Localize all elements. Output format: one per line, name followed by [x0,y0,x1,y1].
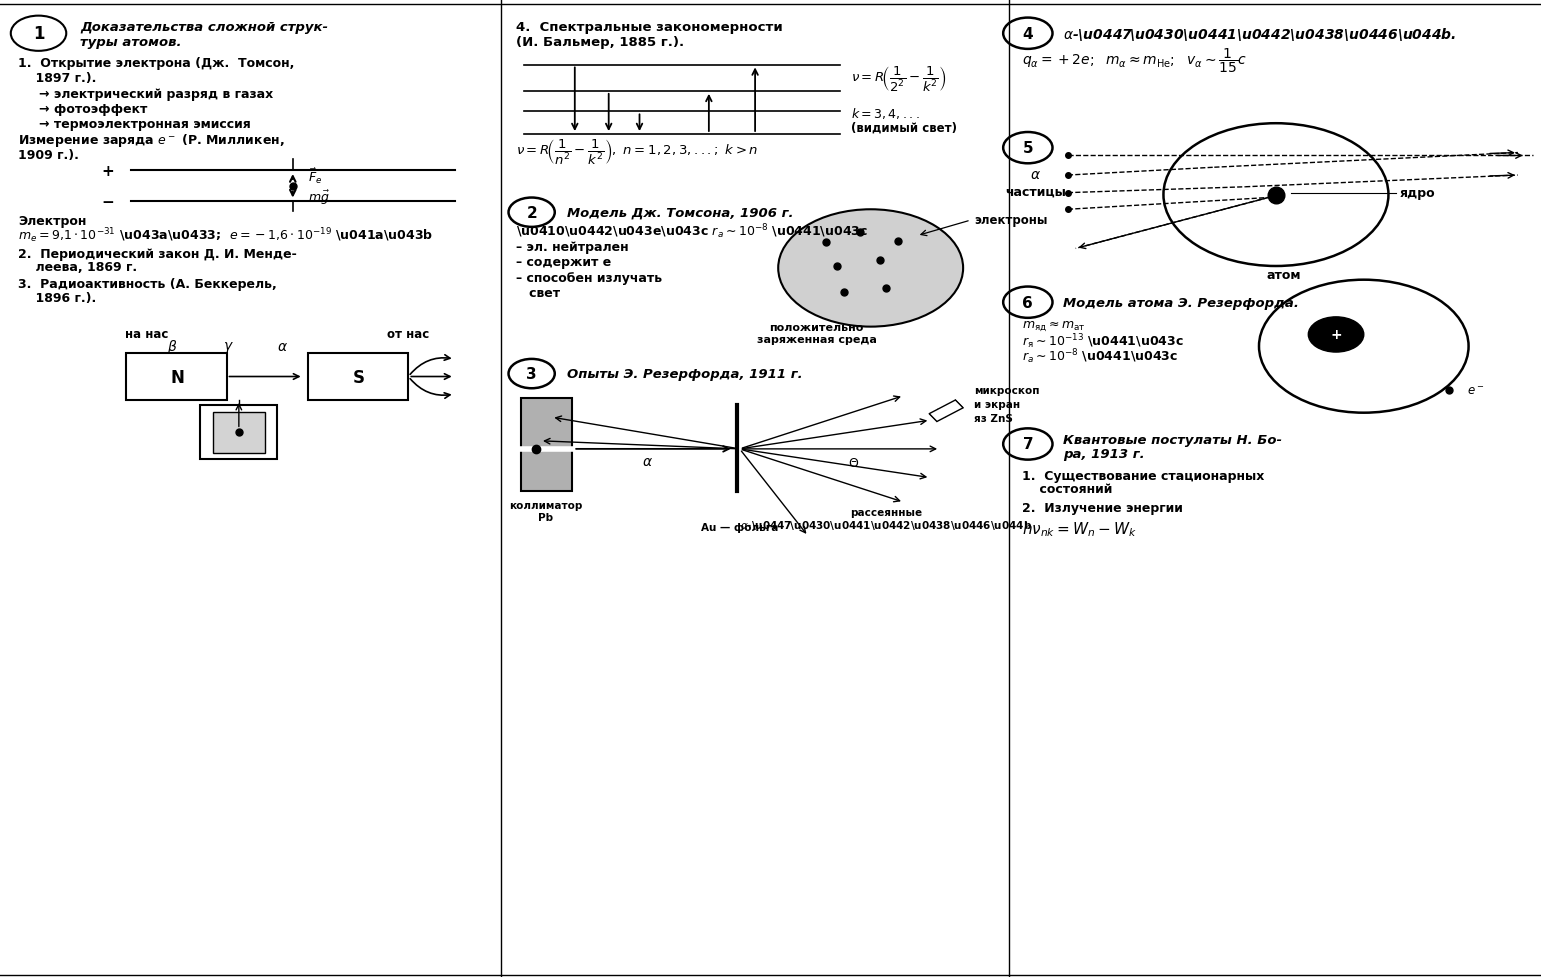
Text: – способен излучать: – способен излучать [516,272,663,285]
Text: 7: 7 [1023,437,1032,452]
FancyBboxPatch shape [521,399,572,491]
Text: 2.  Периодический закон Д. И. Менде-: 2. Периодический закон Д. И. Менде- [18,247,297,261]
Text: $\alpha$: $\alpha$ [641,454,653,468]
Text: $e^-$: $e^-$ [1467,384,1484,398]
Text: $\nu = R\!\left(\dfrac{1}{2^2} - \dfrac{1}{k^2}\right)$: $\nu = R\!\left(\dfrac{1}{2^2} - \dfrac{… [851,64,946,93]
Text: Квантовые постулаты Н. Бо-: Квантовые постулаты Н. Бо- [1063,433,1282,446]
Polygon shape [929,401,963,422]
Text: яз ZnS: яз ZnS [974,413,1012,423]
Text: Модель Дж. Томсона, 1906 г.: Модель Дж. Томсона, 1906 г. [567,206,794,220]
Text: $k = 3, 4, ...$: $k = 3, 4, ...$ [851,106,920,121]
Text: $m_{\text{яд}} \approx m_{\text{ат}}$: $m_{\text{яд}} \approx m_{\text{ат}}$ [1022,319,1085,332]
Text: 2.  Излучение энергии: 2. Излучение энергии [1022,501,1182,515]
FancyBboxPatch shape [200,405,277,459]
Text: 4.  Спектральные закономерности: 4. Спектральные закономерности [516,21,783,34]
Text: Электрон: Электрон [18,214,86,228]
Text: ядро: ядро [1399,187,1435,200]
Text: −: − [102,194,114,210]
Text: Измерение заряда $e^-$ (Р. Милликен,: Измерение заряда $e^-$ (Р. Милликен, [18,132,285,149]
Text: 6: 6 [1023,295,1032,311]
Text: 1.  Существование стационарных: 1. Существование стационарных [1022,469,1264,483]
Text: микроскоп: микроскоп [974,386,1040,396]
Text: Модель атома Э. Резерфорда.: Модель атома Э. Резерфорда. [1063,296,1299,310]
Text: от нас: от нас [387,327,430,341]
Text: 1.  Открытие электрона (Дж.  Томсон,: 1. Открытие электрона (Дж. Томсон, [18,57,294,70]
Text: (видимый свет): (видимый свет) [851,121,957,135]
Text: $\beta$: $\beta$ [168,338,177,356]
Circle shape [1308,318,1364,353]
Text: Опыты Э. Резерфорда, 1911 г.: Опыты Э. Резерфорда, 1911 г. [567,367,803,381]
Text: $r_\text{я} \sim 10^{-13}$ \u0441\u043c: $r_\text{я} \sim 10^{-13}$ \u0441\u043c [1022,331,1183,351]
Text: ра, 1913 г.: ра, 1913 г. [1063,447,1145,461]
Text: 3: 3 [527,366,536,382]
Text: $\alpha$: $\alpha$ [276,340,288,354]
Text: 1: 1 [32,25,45,43]
Text: +: + [102,163,114,179]
Text: $m\vec{g}$: $m\vec{g}$ [308,189,330,206]
Text: $m_e = 9{,}1\cdot10^{-31}$ \u043a\u0433;  $e = -1{,}6\cdot10^{-19}$ \u041a\u043b: $m_e = 9{,}1\cdot10^{-31}$ \u043a\u0433;… [18,226,435,245]
Text: 4: 4 [1023,26,1032,42]
Text: → термоэлектронная эмиссия: → термоэлектронная эмиссия [39,117,250,131]
FancyBboxPatch shape [126,354,227,401]
Text: 1897 г.).: 1897 г.). [18,71,97,85]
Text: $r_a \sim 10^{-8}$ \u0441\u043c: $r_a \sim 10^{-8}$ \u0441\u043c [1022,347,1177,366]
Text: состояний: состояний [1022,483,1113,496]
Text: $\gamma$: $\gamma$ [222,339,234,355]
Text: – содержит e: – содержит e [516,255,612,269]
Text: $\nu = R\!\left(\dfrac{1}{n^2} - \dfrac{1}{k^2}\right),\ n = 1, 2, 3, ...; \ k >: $\nu = R\!\left(\dfrac{1}{n^2} - \dfrac{… [516,137,758,166]
Text: заряженная среда: заряженная среда [757,335,877,345]
Text: $q_\alpha = +2e;\ \ m_\alpha \approx m_\mathrm{He};\ \ v_\alpha \sim \dfrac{1}{1: $q_\alpha = +2e;\ \ m_\alpha \approx m_\… [1022,47,1247,74]
FancyBboxPatch shape [213,412,265,453]
Text: частицы: частицы [1005,186,1066,198]
Text: $\alpha$-\u0447\u0430\u0441\u0442\u0438\u0446\u044b: $\alpha$-\u0447\u0430\u0441\u0442\u0438\… [740,519,1032,531]
Text: → электрический разряд в газах: → электрический разряд в газах [39,88,273,102]
Text: $\alpha$: $\alpha$ [1029,168,1042,182]
Text: $\Theta$: $\Theta$ [848,457,860,470]
Text: электроны: электроны [974,213,1048,227]
Text: $\alpha$-\u0447\u0430\u0441\u0442\u0438\u0446\u044b.: $\alpha$-\u0447\u0430\u0441\u0442\u0438\… [1063,25,1456,43]
Text: Au — фольга: Au — фольга [701,523,778,532]
Text: 3.  Радиоактивность (А. Беккерель,: 3. Радиоактивность (А. Беккерель, [18,277,277,291]
Text: свет: свет [516,286,561,300]
Text: S: S [353,368,365,386]
Text: Доказательства сложной струк-: Доказательства сложной струк- [80,21,328,34]
Text: (И. Бальмер, 1885 г.).: (И. Бальмер, 1885 г.). [516,35,684,49]
Text: туры атомов.: туры атомов. [80,35,182,49]
Text: на нас: на нас [125,327,168,341]
Text: Pb: Pb [538,513,553,523]
Text: $h\nu_{nk} = W_n - W_k$: $h\nu_{nk} = W_n - W_k$ [1022,520,1137,539]
Text: и экран: и экран [974,400,1020,409]
Text: → фотоэффект: → фотоэффект [39,103,146,116]
Text: леева, 1869 г.: леева, 1869 г. [18,261,137,275]
Text: – эл. нейтрален: – эл. нейтрален [516,240,629,254]
Text: коллиматор: коллиматор [509,500,582,510]
Text: 2: 2 [527,205,536,221]
Text: атом: атом [1267,269,1301,281]
Text: $\vec{F}_e$: $\vec{F}_e$ [308,166,322,186]
Text: рассеянные: рассеянные [851,508,922,518]
Text: положительно: положительно [769,322,865,332]
Text: \u0410\u0442\u043e\u043c $r_a \sim 10^{-8}$ \u0441\u043c: \u0410\u0442\u043e\u043c $r_a \sim 10^{-… [516,222,868,241]
Text: 1896 г.).: 1896 г.). [18,291,97,305]
Text: 1909 г.).: 1909 г.). [18,149,80,162]
Text: 5: 5 [1023,141,1032,156]
Text: N: N [170,368,185,386]
FancyBboxPatch shape [308,354,408,401]
Text: +: + [1330,328,1342,342]
Circle shape [778,210,963,327]
